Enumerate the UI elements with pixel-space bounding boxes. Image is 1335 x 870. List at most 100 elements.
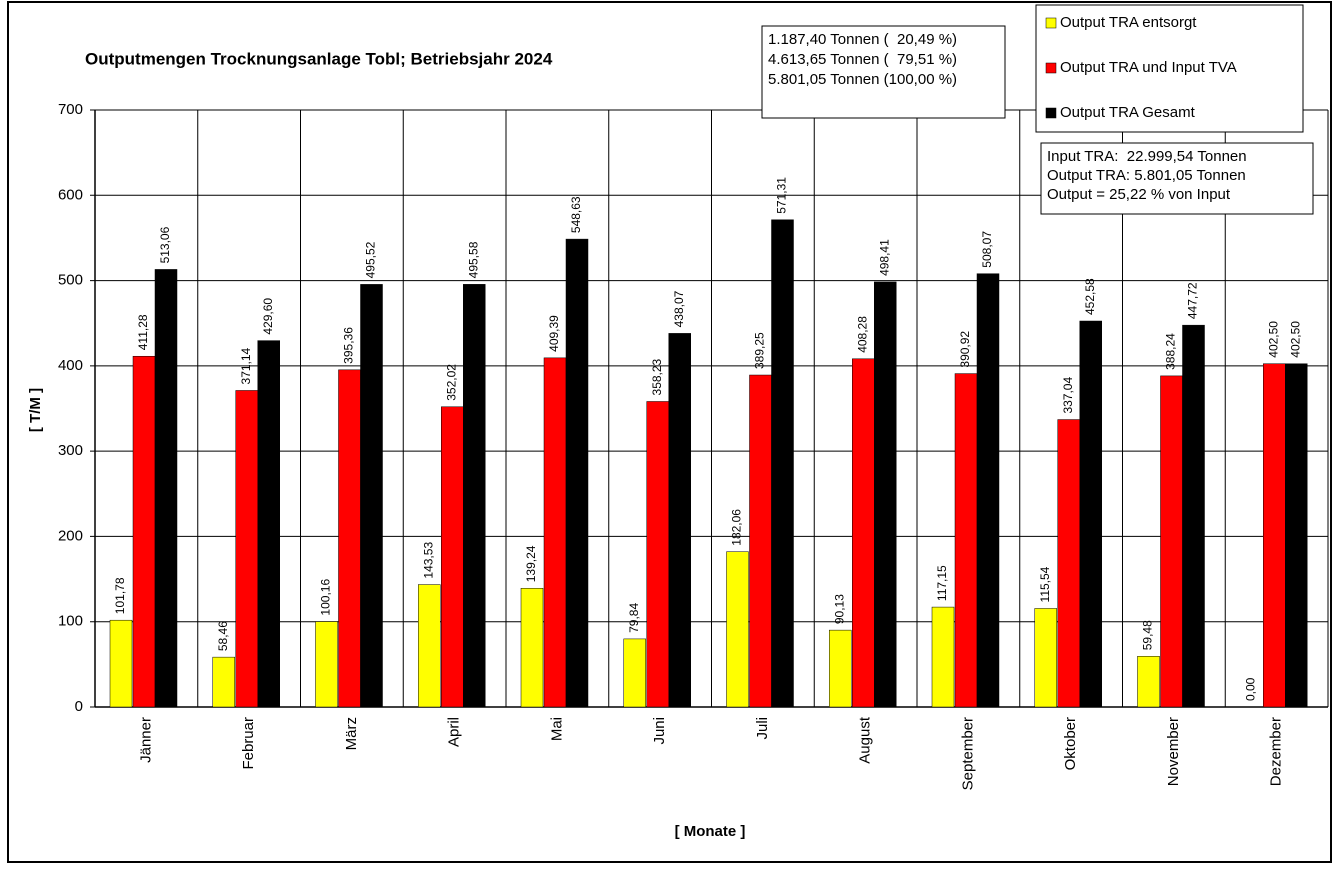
bar <box>1079 320 1102 708</box>
bar <box>257 340 280 708</box>
summary-box <box>761 25 1006 119</box>
bar <box>623 638 646 708</box>
value-label: 182,06 <box>730 509 744 546</box>
x-tick-label: August <box>857 716 874 764</box>
bar <box>154 269 178 708</box>
y-tick-label: 300 <box>58 442 83 459</box>
x-tick-label: Juli <box>754 717 771 740</box>
y-tick-label: 0 <box>75 698 83 715</box>
value-label: 337,04 <box>1061 377 1075 414</box>
value-label: 59,48 <box>1141 620 1155 650</box>
y-tick-label: 700 <box>58 101 83 118</box>
value-label: 115,54 <box>1038 566 1052 602</box>
value-label: 389,25 <box>753 332 767 369</box>
y-axis-title: [ T/M ] <box>27 388 44 432</box>
value-label: 495,58 <box>466 241 480 278</box>
value-label: 117,15 <box>935 565 949 601</box>
value-label: 447,72 <box>1186 282 1200 319</box>
value-label: 402,50 <box>1288 321 1302 358</box>
legend-box <box>1035 4 1304 133</box>
y-tick-label: 400 <box>58 357 83 374</box>
value-label: 100,16 <box>319 579 333 616</box>
legend-swatch <box>1045 107 1057 119</box>
chart-title: Outputmengen Trocknungsanlage Tobl; Betr… <box>85 49 553 68</box>
input-line: Output TRA: 5.801,05 Tonnen <box>1047 167 1246 184</box>
y-tick-label: 600 <box>58 186 83 203</box>
bar <box>212 656 235 708</box>
bar <box>668 333 691 708</box>
bar <box>441 406 464 708</box>
bar <box>1137 656 1160 708</box>
input-line: Input TRA: 22.999,54 Tonnen <box>1047 148 1247 165</box>
bar <box>520 587 544 708</box>
value-label: 90,13 <box>832 594 846 624</box>
x-tick-label: Jänner <box>137 717 154 763</box>
bar <box>976 273 1000 708</box>
y-tick-label: 500 <box>58 272 83 289</box>
value-label: 390,92 <box>958 331 972 368</box>
bar <box>749 374 772 708</box>
plot-area: 0 100 200 300 400 500 600 700 Jänner 101,78 411,28… <box>58 101 1329 790</box>
bar <box>954 373 978 708</box>
value-label: 408,28 <box>855 316 869 353</box>
x-tick-label: März <box>343 717 360 750</box>
value-label: 508,07 <box>980 231 994 268</box>
legend-label: Output TRA und Input TVA <box>1060 59 1237 76</box>
value-label: 429,60 <box>261 298 275 335</box>
value-label: 0,00 <box>1243 677 1257 701</box>
y-tick-label: 100 <box>58 613 83 630</box>
value-label: 402,50 <box>1266 321 1280 358</box>
legend-label: Output TRA Gesamt <box>1060 104 1196 121</box>
value-label: 571,31 <box>775 177 789 214</box>
value-label: 513,06 <box>158 226 172 263</box>
bar <box>543 357 567 708</box>
value-label: 498,41 <box>877 239 891 276</box>
value-label: 395,36 <box>342 327 356 364</box>
value-label: 58,46 <box>216 621 230 651</box>
summary-line: 5.801,05 Tonnen (100,00 %) <box>768 71 957 88</box>
bar <box>235 390 258 708</box>
bar <box>338 369 361 708</box>
x-tick-label: Februar <box>240 717 257 770</box>
value-label: 388,24 <box>1164 333 1178 370</box>
bar <box>1263 363 1286 708</box>
bar <box>360 284 383 708</box>
bar <box>874 281 897 708</box>
bar <box>132 355 156 708</box>
input-line: Output = 25,22 % von Input <box>1047 186 1231 203</box>
value-label: 358,23 <box>650 358 664 395</box>
bar <box>771 219 794 708</box>
value-label: 411,28 <box>136 314 150 350</box>
bar <box>315 621 338 708</box>
legend-swatch <box>1045 62 1057 74</box>
value-label: 409,39 <box>547 315 561 352</box>
x-tick-label: Oktober <box>1062 717 1079 770</box>
value-label: 548,63 <box>569 196 583 233</box>
value-label: 352,02 <box>444 364 458 401</box>
x-tick-label: Mai <box>548 717 565 741</box>
bar <box>1285 363 1308 708</box>
x-tick-label: Juni <box>651 717 668 745</box>
y-tick-label: 200 <box>58 527 83 544</box>
value-label: 438,07 <box>672 290 686 327</box>
value-label: 371,14 <box>239 347 253 384</box>
legend-label: Output TRA entsorgt <box>1060 14 1197 31</box>
bar <box>829 629 852 708</box>
legend-swatch <box>1045 17 1057 29</box>
input-box <box>1040 142 1314 215</box>
summary-line: 4.613,65 Tonnen ( 79,51 %) <box>768 51 957 68</box>
value-label: 79,84 <box>627 603 641 633</box>
bar <box>418 584 441 708</box>
bar <box>646 401 669 708</box>
x-axis-title: [ Monate ] <box>675 823 746 840</box>
summary-line: 1.187,40 Tonnen ( 20,49 %) <box>768 31 957 48</box>
x-tick-label: April <box>446 717 463 747</box>
value-label: 139,24 <box>524 545 538 582</box>
bar <box>463 284 486 708</box>
value-label: 452,58 <box>1083 278 1097 315</box>
bar <box>1182 324 1205 708</box>
value-label: 143,53 <box>421 542 435 579</box>
value-label: 495,52 <box>364 241 378 278</box>
